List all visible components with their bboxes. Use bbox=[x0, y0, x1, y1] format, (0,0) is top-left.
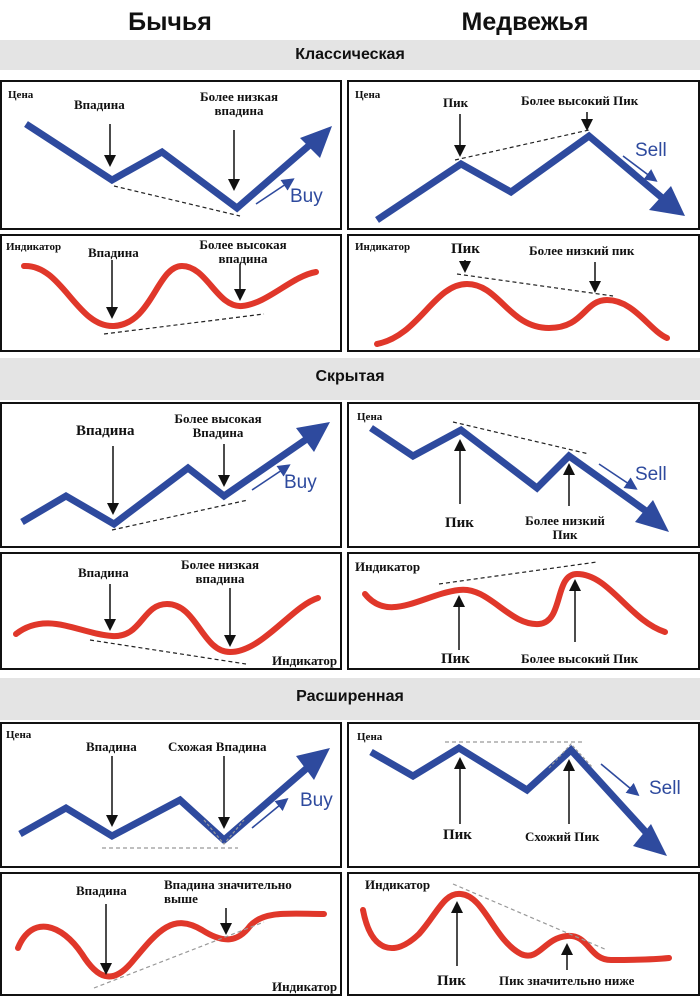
panel-classic-bear-indicator: Индикатор Пик Более низкий пик bbox=[347, 234, 700, 352]
higher-trough-label: Более высокая впадина bbox=[199, 237, 287, 266]
panel-hidden-bear-price: Цена Пик Более низкий Пик Sell bbox=[347, 402, 700, 548]
lower-trough-label: Более низкая впадина bbox=[199, 89, 279, 118]
peak-label: Пик bbox=[445, 515, 474, 531]
indicator-label: Индикатор bbox=[272, 979, 338, 994]
lower-trough-label: Более низкая впадина bbox=[180, 557, 260, 586]
section-title-hidden: Скрытая bbox=[315, 368, 385, 385]
buy-label: Buy bbox=[300, 790, 333, 811]
action-arrow bbox=[622, 155, 658, 182]
sell-label: Sell bbox=[635, 140, 667, 161]
panel-extended-bear-price: Цена Пик Схожий Пик Sell bbox=[347, 722, 700, 868]
indicator-line bbox=[360, 890, 672, 964]
section-title-classic: Классическая bbox=[295, 46, 405, 63]
higher-peak-label: Более высокий Пик bbox=[521, 93, 639, 108]
trend-guide bbox=[111, 499, 249, 531]
trough-much-higher-label: Впадина значительно выше bbox=[164, 877, 292, 906]
section-band-hidden bbox=[0, 358, 700, 400]
panel-hidden-bull-indicator: Впадина Более низкая впадина Индикатор bbox=[0, 552, 342, 670]
price-label: Цена bbox=[6, 729, 32, 741]
price-line bbox=[369, 743, 656, 843]
indicator-line bbox=[374, 280, 670, 347]
indicator-label: Индикатор bbox=[6, 241, 62, 253]
indicator-line bbox=[13, 595, 321, 656]
peak-label: Пик bbox=[437, 973, 466, 989]
indicator-label: Индикатор bbox=[272, 653, 338, 668]
panel-classic-bear-price: Цена Пик Более высокий Пик Sell bbox=[347, 80, 700, 230]
trend-guide bbox=[452, 883, 608, 951]
indicator-line bbox=[21, 262, 319, 330]
sell-label: Sell bbox=[649, 778, 681, 799]
price-arrowhead bbox=[296, 422, 330, 452]
price-arrowhead bbox=[300, 126, 332, 158]
panel-classic-bull-price: Цена Впадина Более низкая впадина Buy bbox=[0, 80, 342, 230]
trend-guide bbox=[89, 639, 247, 665]
trend-guide bbox=[456, 273, 614, 297]
action-arrow bbox=[598, 463, 638, 490]
trough-label: Впадина bbox=[86, 739, 137, 754]
trend-guide bbox=[452, 421, 590, 455]
price-arrowhead bbox=[633, 824, 667, 856]
higher-trough-label: Более высокая Впадина bbox=[174, 411, 262, 440]
trough-label: Впадина bbox=[76, 883, 127, 898]
similar-guide bbox=[548, 743, 594, 769]
indicator-label: Индикатор bbox=[355, 241, 411, 253]
peak-label: Пик bbox=[441, 651, 470, 667]
price-line bbox=[24, 121, 323, 213]
buy-label: Buy bbox=[290, 186, 323, 207]
action-arrow bbox=[255, 178, 295, 205]
bearish-header: Медвежья bbox=[461, 8, 589, 36]
peak-label: Пик bbox=[443, 95, 469, 110]
peak-label: Пик bbox=[451, 241, 480, 257]
panel-extended-bear-indicator: Индикатор Пик Пик значительно ниже bbox=[347, 872, 700, 996]
section-title-extended: Расширенная bbox=[296, 688, 404, 705]
panel-extended-bull-price: Цена Впадина Схожая Впадина Buy bbox=[0, 722, 342, 868]
price-arrowhead bbox=[649, 186, 685, 216]
trough-label: Впадина bbox=[78, 565, 129, 580]
price-arrowhead bbox=[296, 748, 330, 780]
action-arrow bbox=[600, 763, 640, 797]
trend-guide bbox=[438, 561, 598, 585]
lower-peak-label: Более низкий Пик bbox=[525, 513, 605, 542]
buy-label: Buy bbox=[284, 472, 317, 493]
action-arrow bbox=[251, 464, 291, 491]
trend-guide bbox=[113, 185, 241, 217]
indicator-line bbox=[362, 570, 668, 635]
similar-guide bbox=[203, 819, 245, 845]
trough-label: Впадина bbox=[76, 423, 135, 439]
similar-peak-label: Схожий Пик bbox=[525, 829, 600, 844]
price-arrowhead bbox=[635, 500, 669, 532]
panel-hidden-bear-indicator: Индикатор Пик Более высокий Пик bbox=[347, 552, 700, 670]
panel-extended-bull-indicator: Впадина Впадина значительно выше Индикат… bbox=[0, 872, 342, 996]
trend-guide bbox=[103, 313, 265, 335]
peak-much-lower-label: Пик значительно ниже bbox=[499, 973, 635, 988]
panel-hidden-bull-price: Впадина Более высокая Впадина Buy bbox=[0, 402, 342, 548]
price-label: Цена bbox=[357, 731, 383, 743]
price-line bbox=[18, 759, 317, 845]
section-band-classic bbox=[0, 40, 700, 70]
price-label: Цена bbox=[8, 89, 34, 101]
peak-label: Пик bbox=[443, 827, 472, 843]
higher-peak-label: Более высокий Пик bbox=[521, 651, 639, 666]
price-line bbox=[20, 431, 316, 529]
indicator-line bbox=[15, 910, 327, 980]
price-label: Цена bbox=[357, 411, 383, 423]
lower-peak-label: Более низкий пик bbox=[529, 243, 635, 258]
trend-guide bbox=[454, 129, 590, 161]
price-label: Цена bbox=[355, 89, 381, 101]
price-line bbox=[369, 425, 656, 519]
panel-classic-bull-indicator: Индикатор Впадина Более высокая впадина bbox=[0, 234, 342, 352]
action-arrow bbox=[251, 797, 289, 829]
price-line bbox=[375, 131, 670, 223]
trough-label: Впадина bbox=[88, 245, 139, 260]
indicator-label: Индикатор bbox=[355, 559, 421, 574]
trend-guide bbox=[93, 921, 265, 989]
similar-trough-label: Схожая Впадина bbox=[168, 739, 267, 754]
section-band-extended bbox=[0, 678, 700, 720]
bullish-header: Бычья bbox=[128, 8, 212, 36]
trough-label: Впадина bbox=[74, 97, 125, 112]
sell-label: Sell bbox=[635, 464, 667, 485]
indicator-label: Индикатор bbox=[365, 877, 431, 892]
